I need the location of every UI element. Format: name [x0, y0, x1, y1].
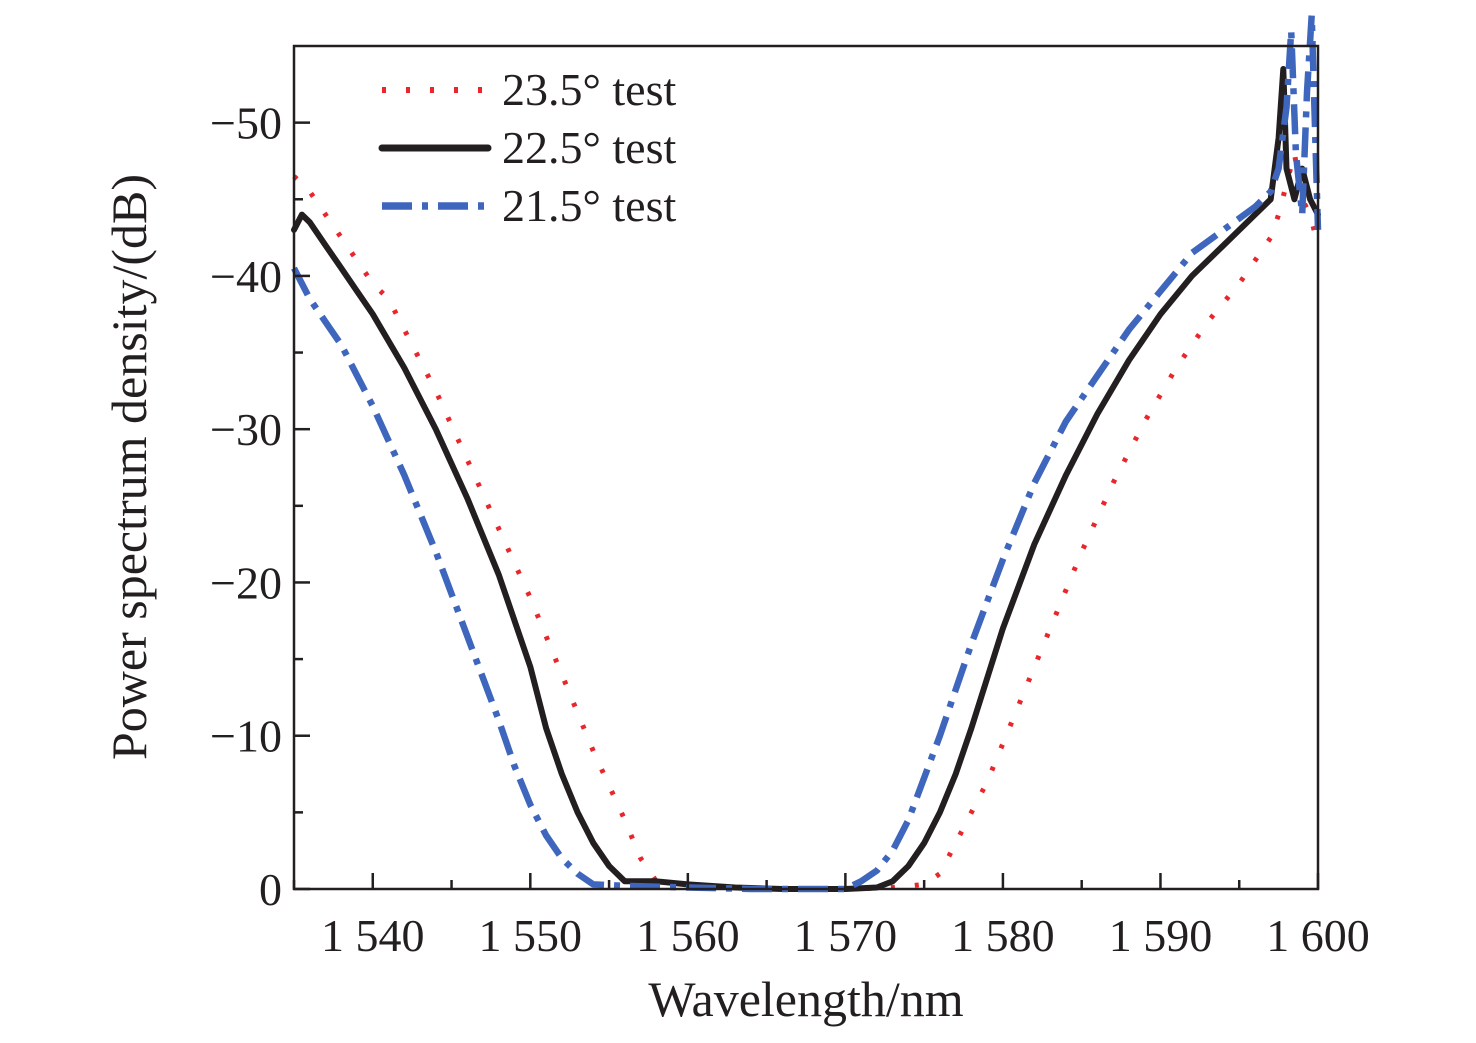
series-line-2 — [291, 66, 1321, 892]
x-tick-label: 1 560 — [636, 910, 740, 961]
plot-frame — [292, 44, 1320, 891]
y-tick-label: −20 — [210, 557, 282, 608]
legend-label-1: 23.5° test — [502, 64, 676, 115]
x-tick-label: 1 550 — [479, 910, 583, 961]
y-tick-label: −40 — [210, 251, 282, 302]
x-tick-label: 1 570 — [794, 910, 898, 961]
y-tick-label: −30 — [210, 404, 282, 455]
x-tick-label: 1 540 — [321, 910, 425, 961]
x-axis-title: Wavelength/nm — [648, 971, 963, 1027]
y-tick-label: −50 — [210, 98, 282, 149]
y-axis-ticks: 0 −10 −20 −30 −40 −50 — [210, 98, 310, 915]
x-tick-label: 1 580 — [951, 910, 1055, 961]
y-tick-label: −10 — [210, 711, 282, 762]
series-line-3 — [291, 12, 1322, 893]
legend-label-3: 21.5° test — [502, 180, 676, 231]
legend-label-2: 22.5° test — [502, 122, 676, 173]
x-axis-ticks: 1 540 1 550 1 560 1 570 1 580 1 590 1 600 — [292, 873, 1370, 961]
legend: 23.5° test 22.5° test 21.5° test — [378, 64, 676, 231]
series-line-1 — [292, 150, 1321, 892]
x-tick-label: 1 590 — [1109, 910, 1213, 961]
x-tick-label: 1 600 — [1266, 910, 1370, 961]
y-axis-title: Power spectrum density/(dB) — [101, 174, 157, 760]
y-tick-label: 0 — [259, 864, 282, 915]
